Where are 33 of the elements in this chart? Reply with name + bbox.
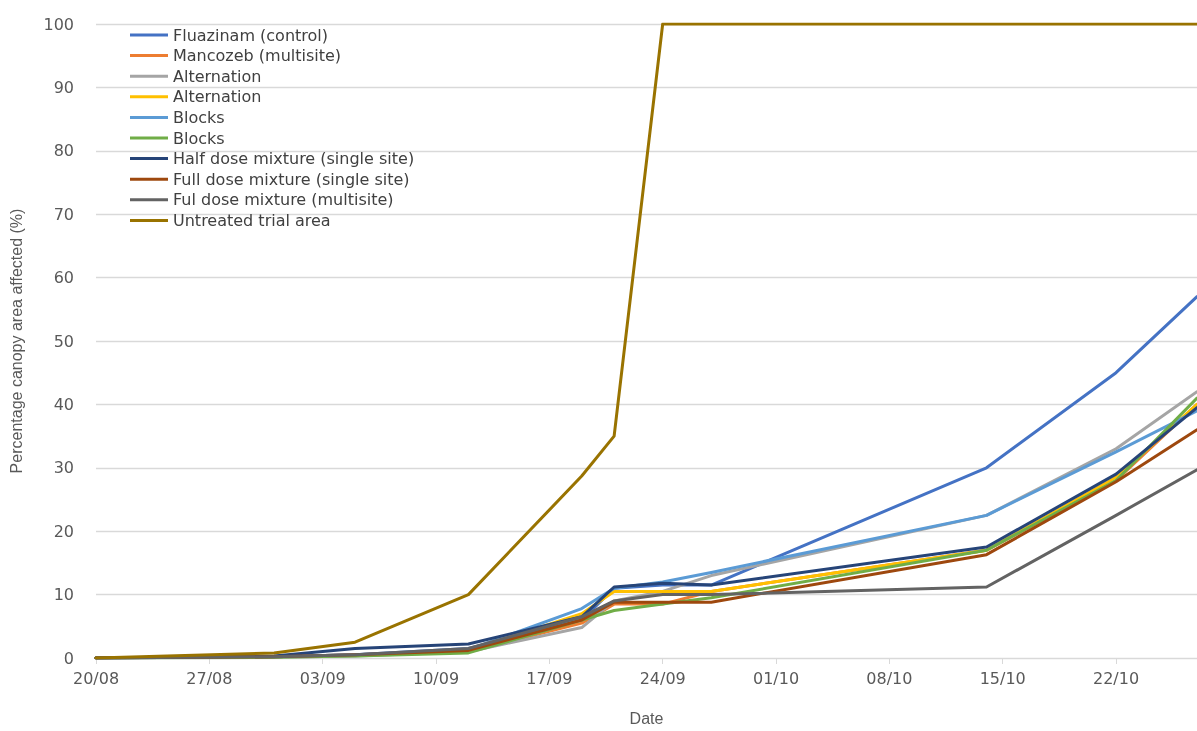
legend-label: Blocks xyxy=(173,107,225,127)
y-tick-label: 60 xyxy=(53,268,74,288)
x-tick-label: 22/10 xyxy=(1092,668,1140,688)
x-tick-label: 10/09 xyxy=(412,668,460,688)
y-tick-label: 30 xyxy=(53,458,74,478)
x-tick-label: 08/10 xyxy=(866,668,913,688)
x-tick-label: 15/10 xyxy=(979,668,1026,688)
y-tick-label: 100 xyxy=(43,14,74,34)
legend-label: Fluazinam (control) xyxy=(173,25,328,45)
y-tick-label: 10 xyxy=(53,585,74,605)
x-tick-label: 03/09 xyxy=(299,668,346,688)
y-tick-label: 70 xyxy=(53,204,74,224)
legend-label: Alternation xyxy=(173,66,262,86)
legend-label: Untreated trial area xyxy=(173,210,331,230)
legend-label: Blocks xyxy=(173,128,225,148)
x-tick-label: 20/08 xyxy=(72,668,120,688)
legend-label: Alternation xyxy=(173,87,262,107)
x-tick-label: 27/08 xyxy=(186,668,233,688)
y-tick-label: 80 xyxy=(53,141,74,161)
y-tick-label: 50 xyxy=(53,331,74,351)
y-tick-label: 0 xyxy=(63,648,74,668)
x-tick-label: 17/09 xyxy=(526,668,573,688)
x-tick-label: 01/10 xyxy=(752,668,800,688)
x-axis-title: Date xyxy=(629,709,664,727)
x-tick-label: 24/09 xyxy=(639,668,686,688)
y-tick-label: 40 xyxy=(53,394,74,414)
legend-label: Ful dose mixture (multisite) xyxy=(173,190,394,210)
y-tick-label: 90 xyxy=(53,77,74,97)
y-axis-title: Percentage canopy area affected (%) xyxy=(7,208,25,474)
legend-label: Full dose mixture (single site) xyxy=(173,169,410,189)
y-tick-label: 20 xyxy=(53,521,74,541)
legend-label: Half dose mixture (single site) xyxy=(173,149,415,169)
legend-label: Mancozeb (multisite) xyxy=(173,46,342,66)
